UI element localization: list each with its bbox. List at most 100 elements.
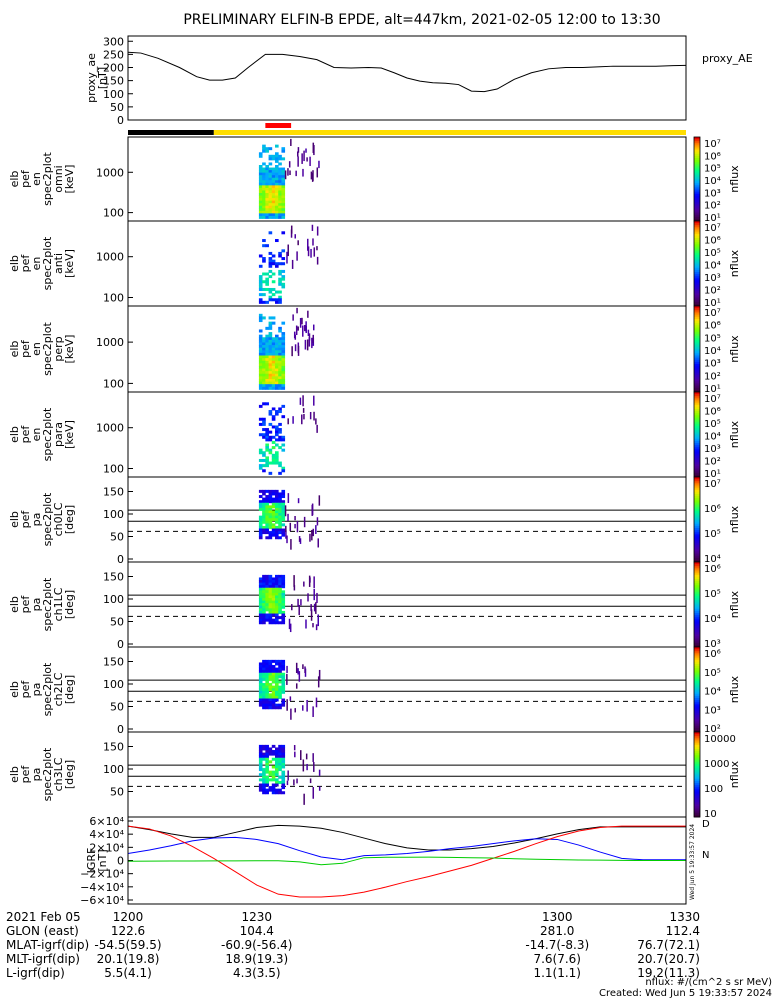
spectrogram-pixel xyxy=(275,144,279,148)
spectrogram-pixel xyxy=(265,783,269,787)
spectrogram-pixel xyxy=(281,765,286,769)
spectrogram-pixel xyxy=(304,325,306,332)
spectrogram-pixel xyxy=(268,461,273,465)
spectrogram-pixel xyxy=(262,337,266,341)
colorbar-tick-label: 10² xyxy=(704,457,721,468)
spectrogram-pixel xyxy=(268,167,273,171)
spectrogram-pixel xyxy=(271,528,276,532)
spectrogram-pixel xyxy=(258,458,263,462)
spectrogram-pixel xyxy=(265,523,269,527)
event-marker-segment xyxy=(265,123,292,128)
colorbar-step xyxy=(694,534,700,537)
frame-pa_ch3 xyxy=(127,731,687,818)
spectrogram-pixel xyxy=(268,518,273,522)
spectrogram-pixel xyxy=(265,688,269,692)
spectrogram-pixel xyxy=(281,791,286,795)
spectrogram-pixel xyxy=(275,788,279,792)
colorbar-step xyxy=(694,402,700,406)
colorbar-tick-label: 10⁴ xyxy=(704,432,721,443)
spectrogram-pixel xyxy=(265,701,269,705)
spectrogram-pixel xyxy=(271,518,276,522)
spectrogram-pixel xyxy=(268,585,273,589)
colorbar-step xyxy=(694,610,700,614)
spectrogram-pixel xyxy=(271,360,276,364)
spectrogram-pixel xyxy=(271,605,276,609)
spectrogram-pixel xyxy=(275,350,279,354)
spectrogram-pixel xyxy=(268,497,273,501)
spectrogram-pixel xyxy=(302,705,304,711)
y-tick-label: −4×10⁴ xyxy=(80,881,124,894)
spectrogram-pixel xyxy=(268,580,273,584)
spectrogram-pixel xyxy=(297,668,299,675)
spectrogram-pixel xyxy=(275,791,279,795)
spectrogram-pixel xyxy=(258,329,263,333)
spectrogram-pixel xyxy=(275,334,279,338)
spectrogram-pixel xyxy=(258,381,263,385)
spectrogram-pixel xyxy=(265,350,269,354)
spectrogram-pixel xyxy=(258,187,263,191)
spectrogram-pixel xyxy=(278,507,282,511)
spectrogram-pixel xyxy=(268,208,273,212)
spectrogram-pixel xyxy=(268,205,273,209)
spectrogram-pixel xyxy=(271,378,276,382)
ylabel-line: spec2plot xyxy=(41,322,54,376)
spectrogram-pixel xyxy=(271,293,276,297)
spectrogram-pixel xyxy=(262,316,266,320)
spectrogram-pixel xyxy=(271,195,276,199)
side-stamp: Wed Jun 5 19:33:57 2024 xyxy=(689,824,696,900)
colorbar-tick-label: 10⁵ xyxy=(704,333,721,344)
spectrogram-pixel xyxy=(275,412,279,416)
footer-value: 19.2(11.3) xyxy=(637,966,700,980)
spectrogram-pixel xyxy=(262,610,266,614)
colorbar-tick-label: 10³ xyxy=(704,705,721,716)
spectrogram-pixel xyxy=(258,215,263,219)
colorbar-tick-label: 10⁶ xyxy=(704,504,721,515)
colorbar-step xyxy=(694,411,700,414)
spectrogram-pixel xyxy=(275,505,279,509)
spectrogram-pixel xyxy=(271,200,276,204)
spectrogram-pixel xyxy=(262,170,266,174)
colorbar-step xyxy=(694,647,700,650)
colorbar-step xyxy=(694,381,700,384)
spectrogram-pixel xyxy=(275,500,279,504)
spectrogram-pixel xyxy=(275,352,279,356)
colorbar-step xyxy=(694,137,700,140)
spectrogram-pixel xyxy=(262,259,266,263)
spectrogram-pixel xyxy=(275,677,279,681)
spectrogram-pixel xyxy=(275,518,279,522)
spectrogram-pixel xyxy=(281,147,286,151)
spectrogram-pixel xyxy=(258,177,263,181)
frame-en_omni xyxy=(127,136,687,222)
spectrogram-pixel xyxy=(271,580,276,584)
spectrogram-pixel xyxy=(258,198,263,202)
spectrogram-pixel xyxy=(281,523,286,527)
spectrogram-pixel xyxy=(278,187,282,191)
spectrogram-pixel xyxy=(271,208,276,212)
colorbar-step xyxy=(694,740,700,744)
colorbar-step xyxy=(694,789,700,792)
spectrogram-pixel xyxy=(278,706,282,710)
spectrogram-pixel xyxy=(278,277,282,281)
spectrogram-pixel xyxy=(262,675,266,679)
spectrogram-pixel xyxy=(271,368,276,372)
spectrogram-pixel xyxy=(275,363,279,367)
spectrogram-pixel xyxy=(278,780,282,784)
spectrogram-pixel xyxy=(268,193,273,196)
spectrogram-pixel xyxy=(268,262,273,266)
spectrogram-pixel xyxy=(262,345,266,349)
colorbar-step xyxy=(694,585,700,588)
spectrogram-pixel xyxy=(309,533,311,542)
footer-row-label: L-igrf(dip) xyxy=(6,966,65,980)
colorbar-step xyxy=(694,282,700,286)
spectrogram-pixel xyxy=(278,446,282,450)
y-tick-label: 0 xyxy=(117,638,124,651)
colorbar-step xyxy=(694,566,700,569)
spectrogram-pixel xyxy=(268,448,273,452)
spectrogram-pixel xyxy=(275,300,279,304)
spectrogram-pixel xyxy=(271,458,276,462)
spectrogram-pixel xyxy=(290,225,293,234)
spectrogram-pixel xyxy=(258,285,263,289)
spectrogram-pixel xyxy=(265,675,269,679)
spectrogram-pixel xyxy=(258,613,263,617)
